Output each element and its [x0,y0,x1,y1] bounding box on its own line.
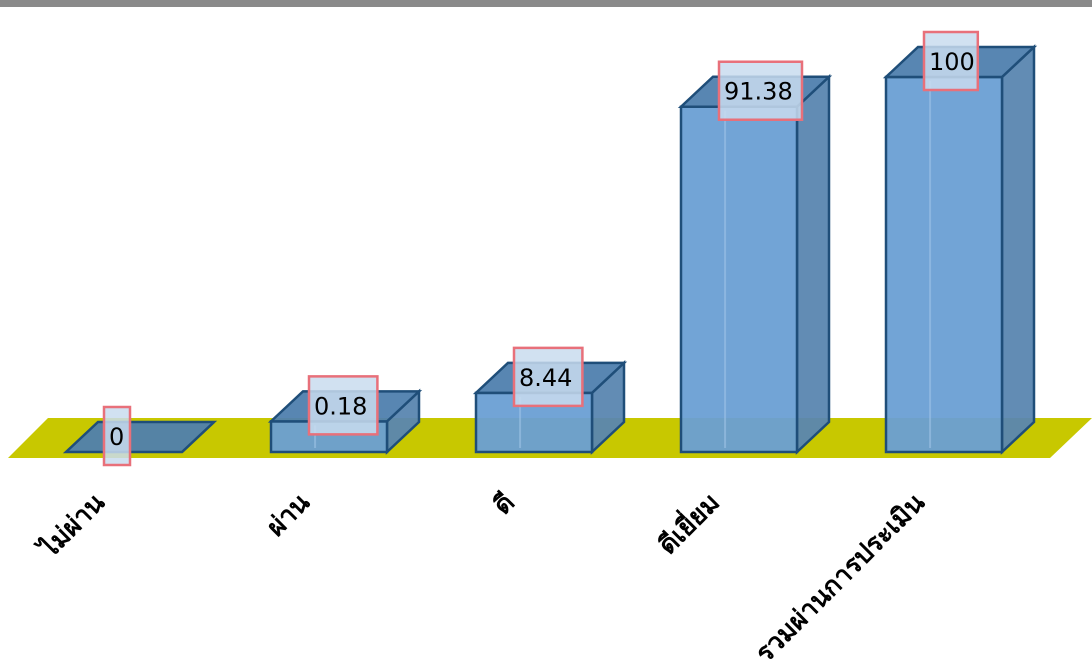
bars-layer [62,44,1038,455]
data-label-text-4: 100 [929,48,975,76]
bar-4 [882,44,1038,455]
category-label-1: ผ่าน [261,488,316,543]
bar-front-3 [679,105,799,454]
data-labels-layer: 0 0.18 8.44 91.38 100 [102,30,980,467]
data-label-text-2: 8.44 [519,364,572,392]
bar-front-4 [884,75,1004,454]
category-labels-layer: ไม่ผ่าน ผ่าน ดี ดีเยี่ยม รวมผ่านการประเมิน [31,484,931,668]
bar-side-4 [1000,44,1036,455]
data-label-text-1: 0.18 [314,392,367,420]
category-label-2: ดี [488,488,521,521]
data-label-box-0 [102,405,132,467]
data-label-box-1 [307,375,379,436]
category-label-0: ไม่ผ่าน [31,486,111,566]
category-label-3: ดีเยี่ยม [649,484,726,561]
data-label-text-3: 91.38 [724,78,793,106]
data-label-box-3 [717,60,804,121]
data-label-text-0: 0 [109,423,124,451]
data-label-3: 91.38 [717,60,804,121]
bar-3 [677,73,833,455]
data-label-box-4 [922,30,980,92]
bar-side-3 [795,73,831,455]
data-label-4: 100 [922,30,980,92]
data-label-box-2 [512,346,584,408]
data-label-1: 0.18 [307,375,379,436]
category-label-4: รวมผ่านการประเมิน [750,488,931,669]
top-border-bar [0,0,1092,7]
data-label-0: 0 [102,405,132,467]
data-label-2: 8.44 [512,346,584,408]
